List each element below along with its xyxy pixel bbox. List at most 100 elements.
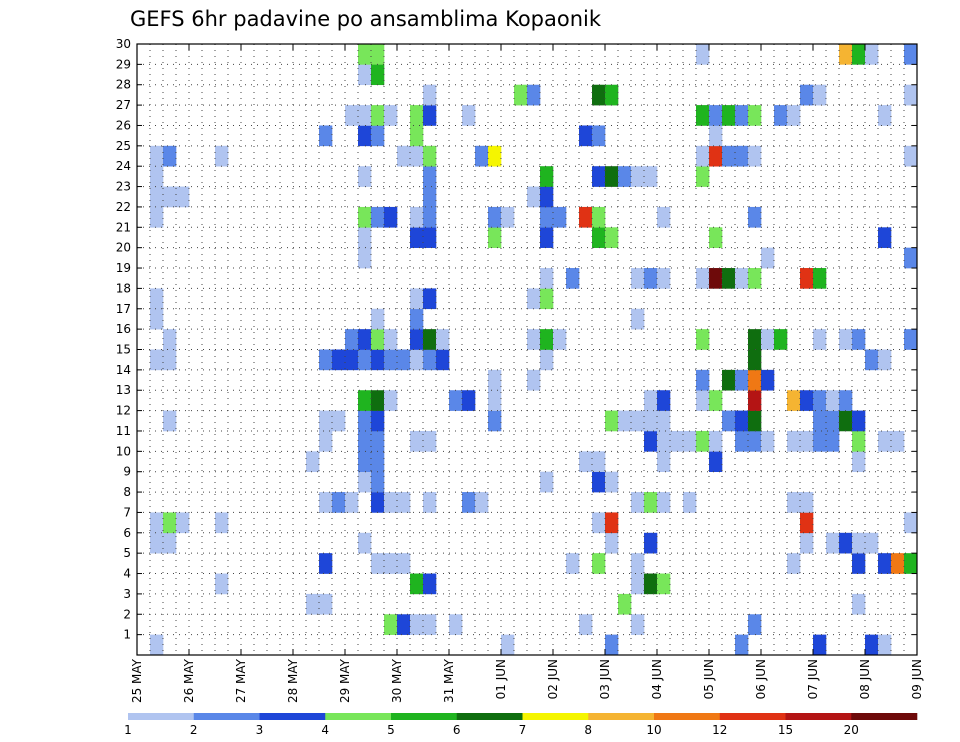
heatmap-cell — [540, 166, 554, 187]
colorbar-label: 20 — [844, 723, 859, 737]
heatmap-cell — [631, 553, 645, 574]
colorbar-label: 15 — [778, 723, 793, 737]
heatmap-cell — [423, 430, 437, 452]
heatmap-cell — [475, 145, 489, 167]
heatmap-cell — [631, 614, 645, 635]
heatmap-cell — [358, 410, 372, 432]
heatmap-cell — [592, 512, 606, 534]
heatmap-cell — [813, 430, 827, 452]
heatmap-cell — [774, 329, 788, 350]
heatmap-cell — [852, 553, 866, 574]
heatmap-cell — [371, 105, 385, 126]
heatmap-cell — [345, 492, 359, 513]
heatmap-cell — [618, 593, 632, 615]
heatmap-cell — [605, 532, 619, 554]
heatmap-cell — [852, 532, 866, 554]
heatmap-cell — [657, 451, 671, 472]
colorbar-label: 1 — [124, 723, 132, 737]
heatmap-cell — [748, 268, 762, 289]
colorbar-swatch — [391, 713, 458, 720]
heatmap-cell — [150, 145, 164, 167]
heatmap-cell — [566, 268, 580, 289]
heatmap-cell — [488, 206, 502, 228]
heatmap-cell — [163, 145, 177, 167]
x-tick-label: 04 JUN — [650, 659, 664, 699]
heatmap-cell — [150, 166, 164, 187]
heatmap-cell — [865, 349, 879, 371]
heatmap-cell — [813, 634, 827, 656]
heatmap-cell — [631, 268, 645, 289]
heatmap-cell — [540, 186, 554, 208]
y-tick-label: 30 — [116, 37, 131, 51]
heatmap-cell — [358, 329, 372, 350]
heatmap-cell — [540, 288, 554, 310]
heatmap-cell — [488, 410, 502, 432]
heatmap-cell — [358, 227, 372, 248]
heatmap-cell — [358, 44, 372, 65]
heatmap-cell — [384, 349, 398, 371]
heatmap-cell — [332, 349, 346, 371]
heatmap-cell — [592, 451, 606, 472]
heatmap-cell — [722, 369, 736, 391]
heatmap-cell — [423, 573, 437, 595]
heatmap-cell — [618, 166, 632, 187]
heatmap-cell — [410, 329, 424, 350]
heatmap-cell — [657, 410, 671, 432]
heatmap-cell — [696, 105, 710, 126]
heatmap-cell — [722, 145, 736, 167]
heatmap-cell — [449, 614, 463, 635]
y-tick-label: 8 — [123, 485, 131, 499]
y-tick-label: 26 — [116, 118, 131, 132]
heatmap-cell — [358, 430, 372, 452]
heatmap-cell — [358, 64, 372, 86]
colorbar-swatch — [456, 713, 523, 720]
heatmap-cell — [371, 44, 385, 65]
y-tick-label: 14 — [116, 363, 131, 377]
heatmap-cell — [722, 268, 736, 289]
heatmap-cell — [423, 145, 437, 167]
heatmap-cell — [592, 125, 606, 147]
heatmap-cell — [618, 410, 632, 432]
heatmap-cell — [852, 44, 866, 65]
heatmap-cell — [709, 125, 723, 147]
heatmap-cell — [410, 288, 424, 310]
heatmap-cell — [527, 84, 541, 106]
colorbar-label: 3 — [256, 723, 264, 737]
heatmap-cell — [462, 105, 476, 126]
heatmap-cell — [865, 634, 879, 656]
x-tick-label: 25 MAY — [130, 658, 144, 703]
heatmap-cell — [319, 430, 333, 452]
heatmap-cell — [904, 329, 918, 350]
heatmap-cell — [384, 390, 398, 411]
heatmap-cell — [397, 492, 411, 513]
heatmap-cell — [696, 44, 710, 65]
heatmap-cell — [878, 227, 892, 248]
heatmap-cell — [839, 390, 853, 411]
heatmap-cell — [709, 227, 723, 248]
heatmap-cell — [579, 614, 593, 635]
colorbar-label: 5 — [387, 723, 395, 737]
heatmap-cell — [306, 593, 320, 615]
heatmap-cell — [384, 553, 398, 574]
colorbar-swatch — [851, 713, 918, 720]
heatmap-cell — [371, 410, 385, 432]
y-tick-label: 9 — [123, 465, 131, 479]
y-tick-label: 27 — [116, 98, 131, 112]
heatmap-cell — [150, 349, 164, 371]
heatmap-cell — [358, 206, 372, 228]
heatmap-cell — [696, 369, 710, 391]
colorbar-swatch — [588, 713, 655, 720]
heatmap-cell — [878, 634, 892, 656]
heatmap-cell — [839, 329, 853, 350]
heatmap-cell — [904, 145, 918, 167]
heatmap-cell — [644, 268, 658, 289]
x-tick-label: 02 JUN — [546, 659, 560, 699]
heatmap-cell — [787, 105, 801, 126]
heatmap-cell — [631, 308, 645, 330]
heatmap-cell — [540, 329, 554, 350]
heatmap-cell — [319, 125, 333, 147]
colorbar-label: 4 — [321, 723, 329, 737]
heatmap-cell — [891, 553, 905, 574]
heatmap-cell — [475, 492, 489, 513]
